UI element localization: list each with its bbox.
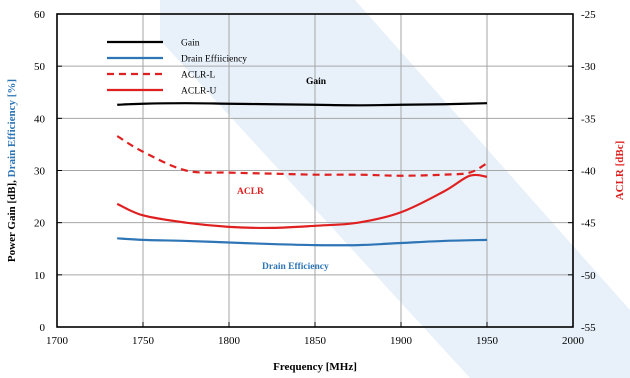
y-left-tick-label: 30 [34,166,46,178]
y-right-tick-label: -50 [581,270,596,282]
annotations: Gain ACLR Drain Efficiency [237,77,329,272]
watermark-shape [160,0,630,378]
series-line-gain [117,102,488,107]
x-tick-label: 1850 [304,335,327,347]
y-right-tick-label: -55 [581,322,596,334]
y-right-axis-title: ACLR [dBc] [614,141,626,201]
annotation-label: Drain Efficiency [262,262,329,272]
annotation-label: ACLR [237,187,264,197]
x-tick-label: 1900 [390,335,413,347]
legend-label: ACLR-U [181,87,217,97]
grid [57,14,573,327]
y-left-tick-label: 60 [34,9,46,21]
x-tick-label: 1750 [132,335,155,347]
x-tick-label: 1800 [218,335,241,347]
legend: Gain Drain Effiiciency ACLR-L ACLR-U [107,39,247,97]
series-layer [116,102,488,247]
x-tick-label: 2000 [562,335,585,347]
y-right-tick-label: -25 [581,9,596,21]
x-tick-label: 1950 [476,335,499,347]
y-right-tick-label: -35 [581,113,596,125]
y-left-title-part: Power Gain [dB], [6,177,18,262]
legend-label: Gain [181,39,200,49]
y-left-tick-label: 10 [34,270,46,282]
y-left-axis-title: Power Gain [dB], Drain Efficiency [%] [6,79,18,262]
annotation-label: Gain [306,77,327,87]
x-tick-label: 1700 [46,335,69,347]
series-line-aclr-l [116,135,488,177]
legend-label: Drain Effiiciency [181,54,247,65]
y-right-tick-label: -45 [581,218,596,230]
y-left-tick-label: 50 [34,61,46,73]
y-left-tick-label: 0 [40,322,46,334]
watermark-band [160,0,630,378]
y-right-tick-label: -40 [581,166,596,178]
series-line-aclr-u [116,173,488,230]
y-right-tick-label: -30 [581,61,596,73]
y-left-tick-label: 20 [34,218,46,230]
y-left-tick-label: 40 [34,113,46,125]
y-left-title-part: Drain Efficiency [%] [6,79,18,177]
ticks: 1700 1750 1800 1850 1900 1950 2000 0 10 20 30 40 50 6… [34,9,596,347]
series-line-drain-effiiciency [117,237,488,247]
legend-label: ACLR-L [181,71,216,81]
x-axis-title: Frequency [MHz] [273,361,357,373]
